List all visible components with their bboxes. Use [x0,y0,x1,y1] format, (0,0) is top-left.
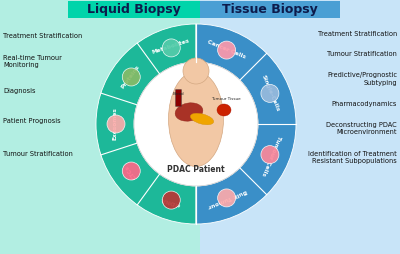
Circle shape [122,162,140,180]
Wedge shape [196,24,296,224]
Circle shape [162,191,180,209]
Text: Predictive/Prognostic
Subtyping: Predictive/Prognostic Subtyping [327,72,397,86]
Text: ctDNA: ctDNA [160,196,182,207]
FancyBboxPatch shape [0,0,200,254]
Circle shape [261,146,279,164]
FancyBboxPatch shape [200,0,400,254]
Circle shape [134,62,258,186]
Text: Tumour Stratification: Tumour Stratification [3,151,73,157]
Text: Single-Cells: Single-Cells [261,74,281,112]
Text: PDAC Patient: PDAC Patient [167,166,225,174]
Text: Tumour Tissue: Tumour Tissue [211,97,241,101]
Ellipse shape [217,104,231,116]
Circle shape [107,115,125,133]
Circle shape [183,58,209,84]
Text: Proteins: Proteins [120,64,141,89]
Text: Bulk Tumour: Bulk Tumour [207,188,247,209]
Wedge shape [96,24,196,224]
Circle shape [162,39,180,57]
Text: Blood: Blood [173,92,184,96]
Text: Tissue Biopsy: Tissue Biopsy [222,3,318,16]
Text: CTCs: CTCs [124,164,137,180]
Text: Identification of Treatment
Resistant Subpopulations: Identification of Treatment Resistant Su… [308,151,397,164]
Text: Tumour Stratification: Tumour Stratification [327,51,397,57]
Text: Cancer Cells: Cancer Cells [207,39,247,59]
Circle shape [218,41,236,59]
FancyBboxPatch shape [176,89,182,106]
Text: Metabolites: Metabolites [152,39,190,55]
Text: Treatment Stratification: Treatment Stratification [318,31,397,37]
Ellipse shape [168,71,224,167]
Text: Liquid Biopsy: Liquid Biopsy [87,3,181,16]
Text: Pharmacodynamics: Pharmacodynamics [332,101,397,107]
Text: Exosomes: Exosomes [112,107,118,140]
Ellipse shape [190,113,214,125]
Text: Real-time Tumour
Monitoring: Real-time Tumour Monitoring [3,55,62,68]
Text: Treatment Stratification: Treatment Stratification [3,33,82,39]
Circle shape [261,84,279,102]
Ellipse shape [175,103,203,121]
Circle shape [218,189,236,207]
Text: Patient Prognosis: Patient Prognosis [3,118,61,124]
FancyBboxPatch shape [200,1,340,18]
Circle shape [122,68,140,86]
Text: Deconstructing PDAC
Microenvironment: Deconstructing PDAC Microenvironment [326,122,397,135]
Text: Diagnosis: Diagnosis [3,88,36,94]
Text: Tumour Cells: Tumour Cells [260,134,281,176]
FancyBboxPatch shape [68,1,200,18]
